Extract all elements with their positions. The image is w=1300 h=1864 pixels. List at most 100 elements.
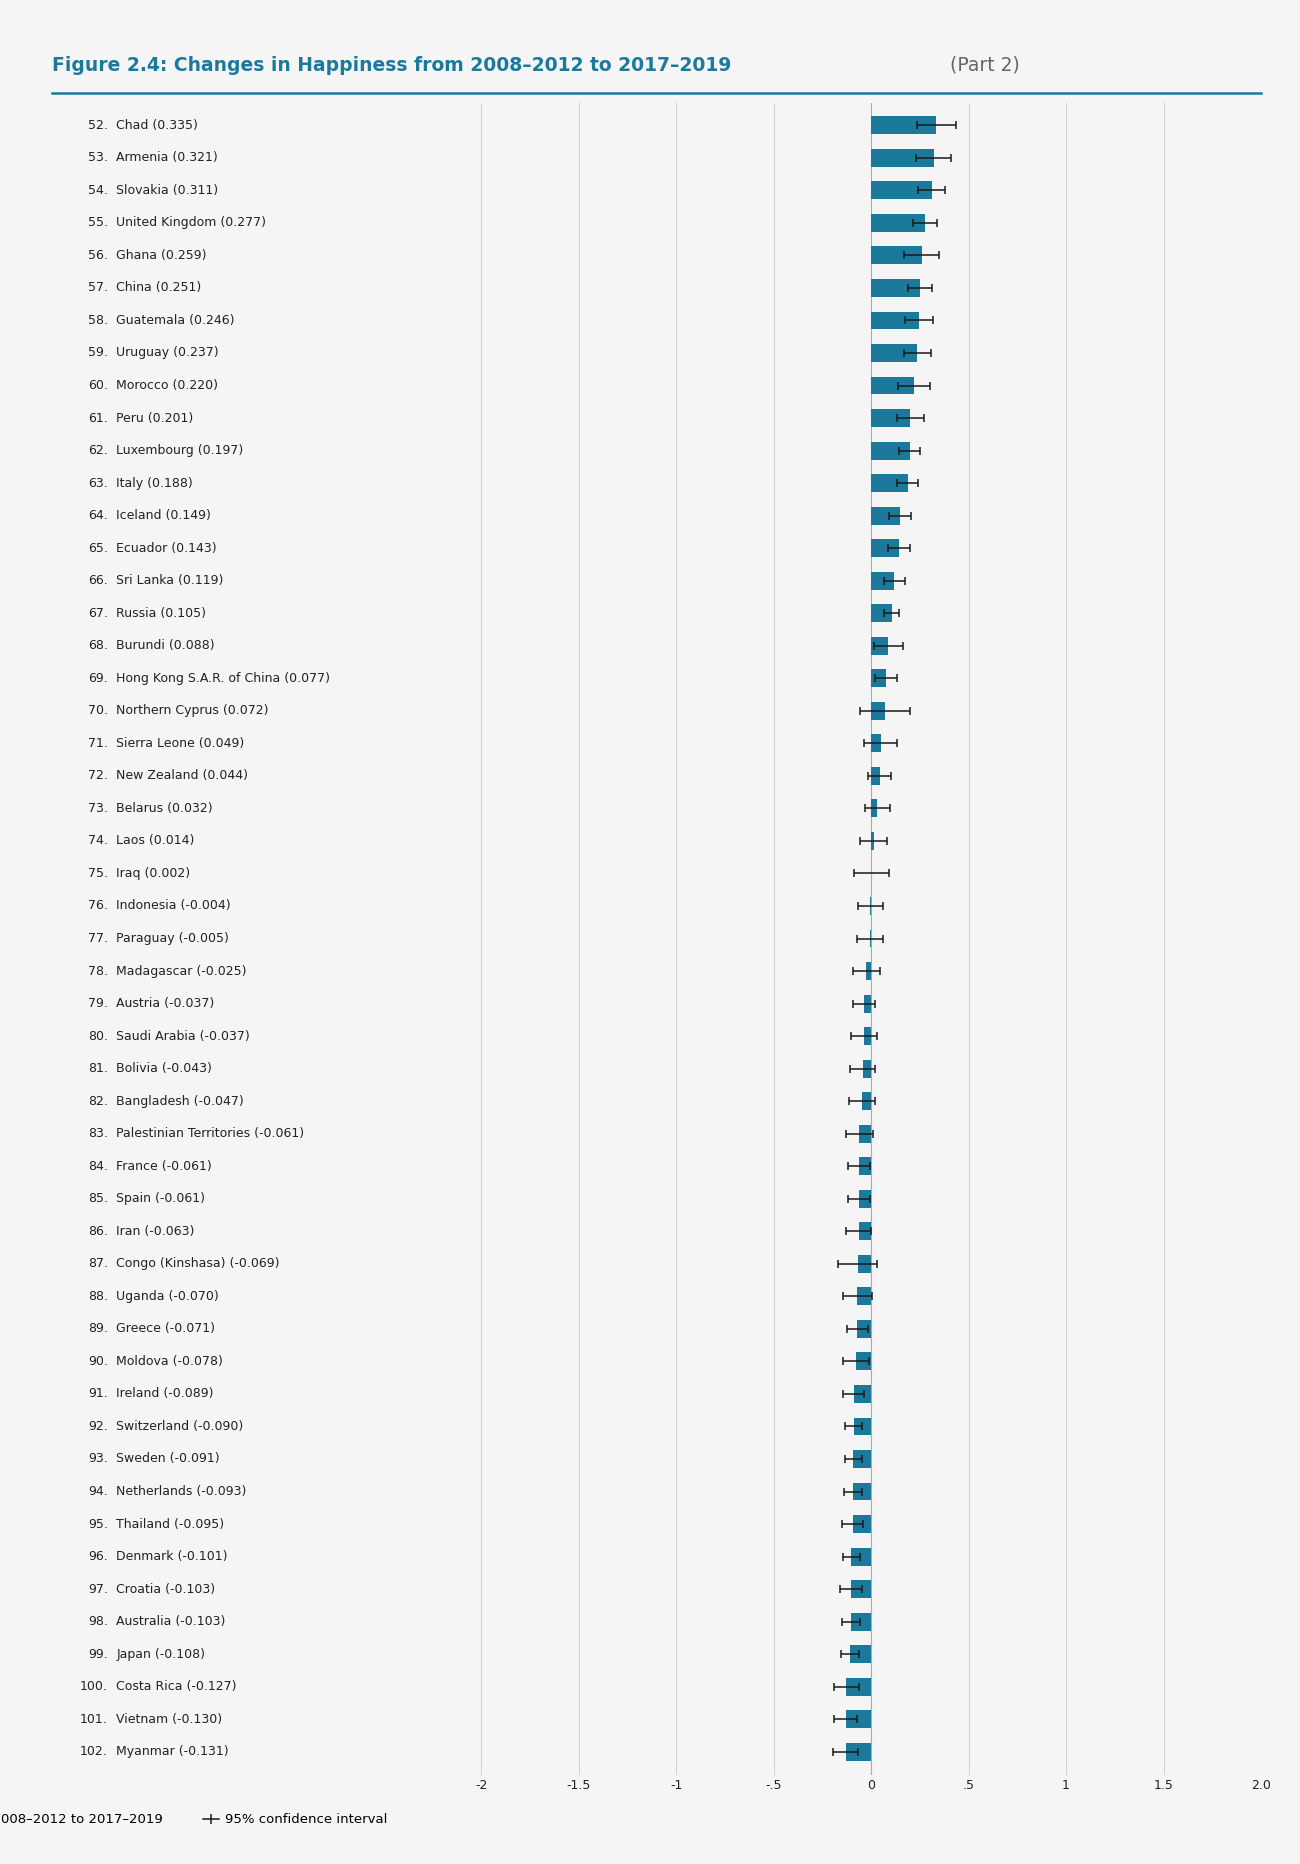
- Text: 61.: 61.: [88, 412, 108, 425]
- Text: Iraq (0.002): Iraq (0.002): [117, 867, 191, 880]
- Text: 76.: 76.: [88, 900, 108, 913]
- Bar: [866, 962, 871, 980]
- Text: 63.: 63.: [88, 477, 108, 490]
- Text: Armenia (0.321): Armenia (0.321): [117, 151, 218, 164]
- Text: Burundi (0.088): Burundi (0.088): [117, 639, 214, 652]
- Text: Belarus (0.032): Belarus (0.032): [117, 802, 213, 815]
- Text: Slovakia (0.311): Slovakia (0.311): [117, 185, 218, 198]
- Text: 71.: 71.: [88, 736, 108, 749]
- Bar: [871, 149, 933, 166]
- Bar: [871, 637, 888, 654]
- Bar: [871, 116, 936, 134]
- Text: 53.: 53.: [88, 151, 108, 164]
- Text: 102.: 102.: [81, 1745, 108, 1758]
- Text: 100.: 100.: [79, 1679, 108, 1693]
- Text: 95.: 95.: [88, 1517, 108, 1530]
- Text: Bolivia (-0.043): Bolivia (-0.043): [117, 1062, 212, 1076]
- Text: Laos (0.014): Laos (0.014): [117, 835, 195, 848]
- Text: China (0.251): China (0.251): [117, 281, 202, 295]
- Bar: [853, 1515, 871, 1532]
- Bar: [854, 1417, 871, 1435]
- Bar: [871, 246, 922, 265]
- Text: Uganda (-0.070): Uganda (-0.070): [117, 1290, 220, 1303]
- Bar: [859, 1223, 871, 1240]
- Text: 80.: 80.: [88, 1029, 108, 1042]
- Text: 88.: 88.: [88, 1290, 108, 1303]
- Bar: [871, 280, 920, 296]
- Bar: [871, 345, 918, 362]
- Bar: [853, 1450, 871, 1469]
- Bar: [845, 1743, 871, 1761]
- Bar: [871, 800, 878, 816]
- Bar: [855, 1353, 871, 1370]
- Text: Netherlands (-0.093): Netherlands (-0.093): [117, 1486, 247, 1499]
- Text: Sweden (-0.091): Sweden (-0.091): [117, 1452, 220, 1465]
- Text: Bangladesh (-0.047): Bangladesh (-0.047): [117, 1094, 244, 1107]
- Text: Paraguay (-0.005): Paraguay (-0.005): [117, 932, 229, 945]
- Text: 59.: 59.: [88, 347, 108, 360]
- Text: 52.: 52.: [88, 119, 108, 132]
- Text: Palestinian Territories (-0.061): Palestinian Territories (-0.061): [117, 1128, 304, 1141]
- Bar: [846, 1678, 871, 1696]
- Bar: [859, 1124, 871, 1143]
- Text: 79.: 79.: [88, 997, 108, 1010]
- Text: 54.: 54.: [88, 185, 108, 198]
- Text: Greece (-0.071): Greece (-0.071): [117, 1322, 216, 1335]
- Bar: [871, 703, 885, 720]
- Text: Iceland (0.149): Iceland (0.149): [117, 509, 212, 522]
- Text: Figure 2.4: Changes in Happiness from 2008–2012 to 2017–2019: Figure 2.4: Changes in Happiness from 20…: [52, 56, 732, 75]
- Text: 64.: 64.: [88, 509, 108, 522]
- Text: 90.: 90.: [88, 1355, 108, 1368]
- Text: 75.: 75.: [88, 867, 108, 880]
- Text: Saudi Arabia (-0.037): Saudi Arabia (-0.037): [117, 1029, 250, 1042]
- Text: 98.: 98.: [88, 1614, 108, 1627]
- Text: Russia (0.105): Russia (0.105): [117, 606, 207, 619]
- Text: Croatia (-0.103): Croatia (-0.103): [117, 1583, 216, 1596]
- Text: 86.: 86.: [88, 1225, 108, 1238]
- Text: Indonesia (-0.004): Indonesia (-0.004): [117, 900, 231, 913]
- Text: Madagascar (-0.025): Madagascar (-0.025): [117, 964, 247, 977]
- Text: 66.: 66.: [88, 574, 108, 587]
- Bar: [857, 1320, 871, 1338]
- Text: Austria (-0.037): Austria (-0.037): [117, 997, 214, 1010]
- Text: 99.: 99.: [88, 1648, 108, 1661]
- Text: 82.: 82.: [88, 1094, 108, 1107]
- Text: (Part 2): (Part 2): [944, 56, 1019, 75]
- Text: 73.: 73.: [88, 802, 108, 815]
- Text: Guatemala (0.246): Guatemala (0.246): [117, 313, 235, 326]
- Bar: [871, 572, 894, 589]
- Text: Peru (0.201): Peru (0.201): [117, 412, 194, 425]
- Text: New Zealand (0.044): New Zealand (0.044): [117, 770, 248, 783]
- Bar: [859, 1158, 871, 1174]
- Text: 89.: 89.: [88, 1322, 108, 1335]
- Text: 70.: 70.: [88, 705, 108, 718]
- Text: 96.: 96.: [88, 1551, 108, 1564]
- Text: Vietnam (-0.130): Vietnam (-0.130): [117, 1713, 222, 1726]
- Bar: [871, 181, 932, 199]
- Bar: [871, 766, 880, 785]
- Text: Thailand (-0.095): Thailand (-0.095): [117, 1517, 225, 1530]
- Bar: [858, 1254, 871, 1273]
- Text: 58.: 58.: [88, 313, 108, 326]
- Bar: [853, 1482, 871, 1501]
- Text: Ecuador (0.143): Ecuador (0.143): [117, 542, 217, 555]
- Bar: [864, 995, 871, 1012]
- Text: 56.: 56.: [88, 250, 108, 263]
- Text: Luxembourg (0.197): Luxembourg (0.197): [117, 444, 243, 457]
- Bar: [871, 473, 907, 492]
- Bar: [871, 442, 910, 460]
- Text: 72.: 72.: [88, 770, 108, 783]
- Bar: [862, 1092, 871, 1111]
- Text: 87.: 87.: [88, 1258, 108, 1271]
- Bar: [852, 1547, 871, 1566]
- Text: 57.: 57.: [88, 281, 108, 295]
- Text: Morocco (0.220): Morocco (0.220): [117, 378, 218, 391]
- Text: Switzerland (-0.090): Switzerland (-0.090): [117, 1420, 243, 1433]
- Text: Ireland (-0.089): Ireland (-0.089): [117, 1387, 214, 1400]
- Text: 85.: 85.: [88, 1193, 108, 1206]
- Text: Congo (Kinshasa) (-0.069): Congo (Kinshasa) (-0.069): [117, 1258, 280, 1271]
- Bar: [871, 377, 914, 395]
- Bar: [859, 1189, 871, 1208]
- Text: Sierra Leone (0.049): Sierra Leone (0.049): [117, 736, 244, 749]
- Bar: [871, 604, 892, 623]
